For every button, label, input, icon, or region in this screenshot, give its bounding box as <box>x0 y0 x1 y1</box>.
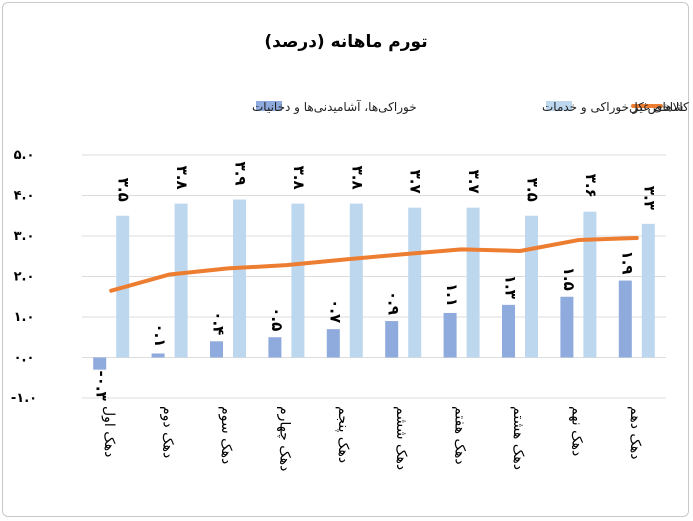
bar-nonfood <box>408 207 422 358</box>
data-label-nonfood: ۳.۵ <box>524 178 542 202</box>
bar-nonfood <box>466 207 480 358</box>
category-label: دهک هشتم <box>510 406 526 470</box>
total-index-line <box>109 236 639 293</box>
bar-food <box>268 337 282 358</box>
category-label: دهک چهارم <box>276 406 292 471</box>
data-label-nonfood: ۳.۵ <box>115 178 133 202</box>
bar-nonfood <box>525 215 538 358</box>
data-labels: -۰.۳ ۳.۵ ۰.۱ ۳.۸ ۰.۴ ۳.۹ ۰.۵ ۳.۸ ۰.۷ ۳.۸ ۰.۹ ۳.۷ ۱.۱… <box>93 162 659 401</box>
legend-label: کالاهای غیر خوراکی و خدمات <box>542 100 689 115</box>
legend-item: شاخص کل <box>629 100 683 115</box>
category-label: دهک دوم <box>160 406 176 458</box>
y-tick-label: ۳.۰ <box>14 229 35 244</box>
bar-food <box>502 304 515 358</box>
data-label-food: ۰.۱ <box>151 323 169 347</box>
y-axis-ticks: -۱.۰ ۰.۰ ۱.۰ ۲.۰ ۳.۰ ۴.۰ ۵.۰ <box>11 148 37 406</box>
data-label-food: ۱.۹ <box>618 251 636 275</box>
x-axis-categories: دهک اول دهک دوم دهک سوم دهک چهارم دهک پنجم ده… <box>101 406 643 471</box>
bar-food <box>443 312 457 358</box>
category-label: دهک پنجم <box>335 406 351 463</box>
bar-food <box>151 353 165 358</box>
legend-swatch-bar <box>256 101 282 111</box>
category-label: دهک نهم <box>568 406 584 456</box>
category-label: دهک سوم <box>218 406 234 464</box>
y-tick-label: ۰.۰ <box>14 351 35 366</box>
bar-food <box>618 280 632 358</box>
data-label-nonfood: ۳.۶ <box>582 174 600 198</box>
data-label-food: ۱.۱ <box>443 283 461 307</box>
legend-swatch-bar <box>546 101 572 111</box>
legend-item: خوراکی‌ها، آشامیدنی‌ها و دخانیات <box>252 99 417 115</box>
bar-nonfood <box>233 199 246 358</box>
chart-title: تورم ماهانه (درصد) <box>264 32 427 52</box>
legend-label: شاخص کل <box>629 100 683 115</box>
data-label-food: ۰.۷ <box>326 299 344 323</box>
total-index-polyline <box>109 236 639 293</box>
bar-food <box>93 357 107 370</box>
data-label-nonfood: ۳.۷ <box>465 170 483 194</box>
data-label-food: ۰.۹ <box>385 291 403 315</box>
data-label-nonfood: ۳.۳ <box>640 186 658 210</box>
legend-item: کالاهای غیر خوراکی و خدمات <box>542 100 689 115</box>
data-label-nonfood: ۳.۸ <box>173 166 191 190</box>
category-label: دهک دهم <box>627 406 643 460</box>
y-tick-label: ۴.۰ <box>14 189 35 204</box>
data-label-food: ۰.۴ <box>210 311 228 335</box>
data-label-food: -۰.۳ <box>93 371 111 401</box>
data-label-food: ۰.۵ <box>268 307 286 331</box>
bar-food <box>560 296 574 358</box>
category-label: دهک ششم <box>393 406 409 470</box>
data-label-nonfood: ۳.۷ <box>407 170 425 194</box>
category-label: دهک اول <box>101 406 117 457</box>
bar-nonfood <box>349 203 363 358</box>
y-tick-label: -۱.۰ <box>11 391 37 406</box>
data-label-nonfood: ۳.۹ <box>232 162 250 186</box>
legend-label: خوراکی‌ها، آشامیدنی‌ها و دخانیات <box>252 99 417 115</box>
data-label-nonfood: ۳.۸ <box>348 166 366 190</box>
bar-food <box>210 341 223 358</box>
bar-food <box>326 329 340 358</box>
y-tick-label: ۵.۰ <box>14 148 35 163</box>
bar-nonfood <box>583 211 597 358</box>
category-label: دهک هفتم <box>452 406 468 465</box>
bar-nonfood <box>641 223 655 358</box>
data-label-food: ۱.۳ <box>502 275 520 299</box>
data-label-nonfood: ۳.۸ <box>290 166 308 190</box>
data-label-food: ۱.۵ <box>560 267 578 291</box>
y-tick-label: ۱.۰ <box>14 310 35 325</box>
bar-nonfood <box>174 203 188 358</box>
bar-nonfood <box>291 203 305 358</box>
bar-food <box>385 321 399 358</box>
y-tick-label: ۲.۰ <box>14 270 35 285</box>
